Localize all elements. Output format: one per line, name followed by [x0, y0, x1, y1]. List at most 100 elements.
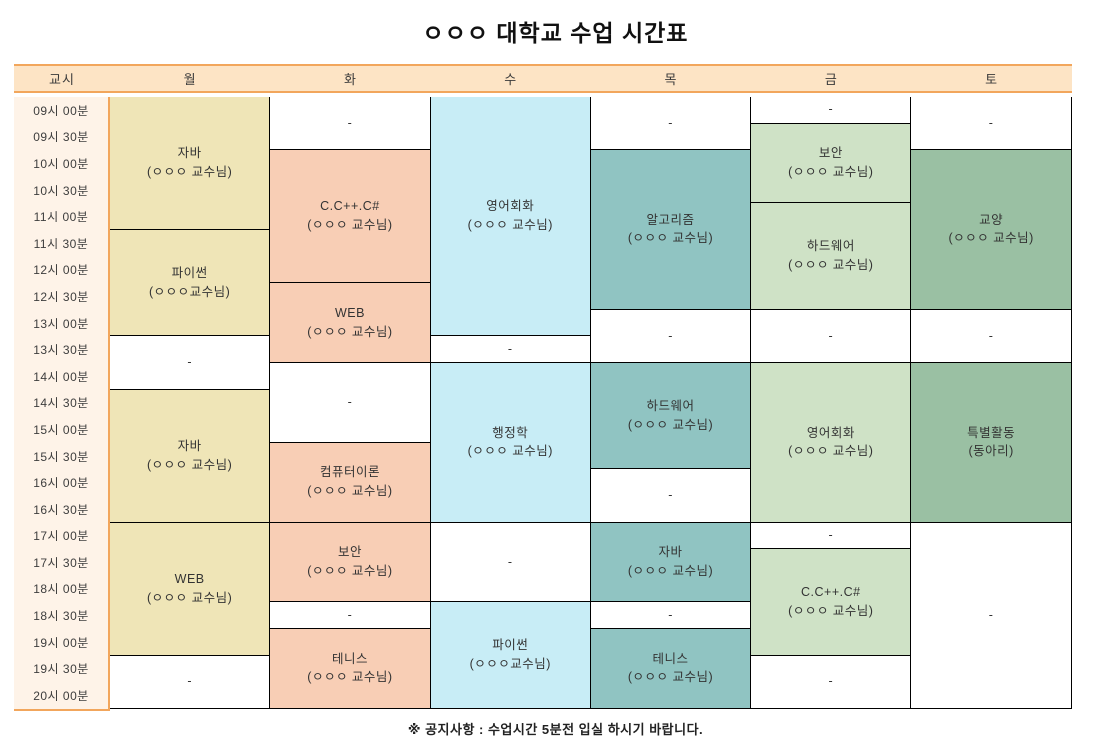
class-cell: WEB (ㅇㅇㅇ 교수님) [270, 283, 431, 363]
timetable-grid: 09시 00분 09시 30분 10시 00분 10시 30분 11시 00분 11시 3… [14, 97, 1072, 711]
empty-cell: - [430, 522, 591, 603]
class-cell: C.C++.C# (ㅇㅇㅇ 교수님) [270, 150, 431, 284]
time-label: 16시 30분 [33, 502, 89, 517]
subject-name: - [507, 554, 513, 569]
subject-name: WEB [174, 571, 205, 586]
class-cell: 보안 (ㅇㅇㅇ 교수님) [270, 522, 431, 603]
professor-name: (ㅇㅇㅇ 교수님) [627, 417, 714, 432]
header-day-수: 수 [504, 72, 518, 87]
subject-name: - [507, 341, 513, 356]
professor-name: (ㅇㅇㅇ 교수님) [627, 670, 714, 685]
class-cell: 교양 (ㅇㅇㅇ 교수님) [911, 150, 1072, 310]
subject-name: 자바 [177, 438, 202, 453]
time-label: 10시 00분 [33, 156, 89, 171]
professor-name: (ㅇㅇㅇ 교수님) [627, 563, 714, 578]
subject-name: 보안 [337, 545, 362, 560]
time-label: 18시 30분 [33, 609, 89, 624]
notice-text: ※ 공지사항 : 수업시간 5분전 입실 하시기 바랍니다. [407, 721, 704, 737]
time-label: 15시 30분 [33, 449, 89, 464]
header-day-목: 목 [664, 72, 678, 87]
class-cell: 보안 (ㅇㅇㅇ 교수님) [751, 123, 912, 204]
subject-name: 보안 [818, 146, 843, 161]
professor-name: (ㅇㅇㅇ 교수님) [948, 231, 1034, 246]
empty-cell: - [110, 336, 271, 390]
empty-cell: - [590, 309, 752, 363]
subject-name: 파이썬 [492, 638, 529, 653]
class-cell: 파이썬 (ㅇㅇㅇ교수님) [430, 602, 591, 709]
empty-cell: - [590, 602, 752, 629]
professor-name: (동아리) [968, 444, 1014, 459]
professor-name: (ㅇㅇㅇ 교수님) [146, 590, 233, 605]
timetable-header-row: 교시 월 화 수 목 금 토 [14, 64, 1072, 93]
time-label: 09시 00분 [33, 103, 89, 118]
empty-cell: - [751, 97, 912, 124]
subject-name: - [347, 115, 353, 130]
professor-name: (ㅇㅇㅇ 교수님) [788, 444, 874, 459]
empty-cell: - [270, 362, 431, 443]
empty-cell: - [911, 522, 1072, 709]
subject-name: - [828, 527, 834, 542]
header-day-월: 월 [183, 72, 197, 87]
time-label: 18시 00분 [33, 582, 89, 597]
empty-cell: - [270, 97, 431, 151]
empty-cell: - [590, 469, 752, 523]
professor-name: (ㅇㅇㅇ 교수님) [146, 457, 233, 472]
professor-name: (ㅇㅇㅇ 교수님) [307, 670, 393, 685]
header-period: 교시 [49, 72, 75, 87]
professor-name: (ㅇㅇㅇ 교수님) [788, 603, 874, 618]
time-label: 11시 00분 [33, 210, 89, 225]
subject-name: 컴퓨터이론 [319, 465, 380, 480]
day-column-목: - 알고리즘 (ㅇㅇㅇ 교수님) - 하드웨어 (ㅇㅇㅇ 교수님) - 자바 (ㅇㅇㅇ 교수님)… [590, 97, 752, 711]
subject-name: - [187, 355, 192, 370]
time-label: 15시 00분 [33, 422, 89, 437]
class-cell: 하드웨어 (ㅇㅇㅇ 교수님) [751, 203, 912, 310]
professor-name: (ㅇㅇㅇ교수님) [148, 284, 231, 299]
professor-name: (ㅇㅇㅇ 교수님) [467, 444, 553, 459]
subject-name: WEB [334, 305, 365, 320]
subject-name: 파이썬 [171, 265, 208, 280]
subject-name: - [187, 674, 192, 689]
empty-cell: - [911, 309, 1072, 363]
subject-name: 교양 [979, 212, 1004, 227]
day-column-금: - 보안 (ㅇㅇㅇ 교수님) 하드웨어 (ㅇㅇㅇ 교수님) - 영어회화 (ㅇㅇㅇ 교수님) -… [751, 97, 912, 711]
class-cell: 테니스 (ㅇㅇㅇ 교수님) [590, 628, 752, 709]
class-cell: 자바 (ㅇㅇㅇ 교수님) [110, 97, 271, 230]
time-label: 17시 00분 [33, 529, 89, 544]
subject-name: - [668, 488, 673, 503]
time-label: 19시 30분 [33, 662, 89, 677]
time-label: 11시 30분 [33, 236, 89, 251]
day-column-화: - C.C++.C# (ㅇㅇㅇ 교수님) WEB (ㅇㅇㅇ 교수님) - 컴퓨터이론 (ㅇㅇㅇ… [270, 97, 431, 711]
time-label: 13시 00분 [33, 316, 89, 331]
day-column-토: - 교양 (ㅇㅇㅇ 교수님) - 특별활동 (동아리) - [911, 97, 1072, 711]
professor-name: (ㅇㅇㅇ교수님) [469, 657, 551, 672]
time-label: 16시 00분 [33, 476, 89, 491]
time-label: 20시 00분 [33, 688, 89, 703]
subject-name: - [988, 115, 994, 130]
subject-name: 테니스 [331, 651, 368, 666]
time-label: 17시 30분 [33, 555, 89, 570]
subject-name: C.C++.C# [801, 585, 861, 600]
subject-name: 알고리즘 [646, 212, 695, 227]
subject-name: - [988, 607, 994, 622]
class-cell: 컴퓨터이론 (ㅇㅇㅇ 교수님) [270, 442, 431, 523]
subject-name: 특별활동 [967, 425, 1016, 440]
subject-name: - [347, 395, 353, 409]
day-column-수: 영어회화 (ㅇㅇㅇ 교수님) - 행정학 (ㅇㅇㅇ 교수님) - 파이썬 (ㅇㅇㅇ교수님) [430, 97, 591, 711]
empty-cell: - [590, 97, 752, 151]
class-cell: 자바 (ㅇㅇㅇ 교수님) [590, 522, 752, 603]
subject-name: 영어회화 [806, 425, 855, 440]
timetable: 교시 월 화 수 목 금 토 09시 00분 09시 30분 10시 00분 10시 30분 11… [14, 64, 1072, 711]
class-cell: 영어회화 (ㅇㅇㅇ 교수님) [430, 97, 591, 337]
time-label: 14시 30분 [33, 396, 89, 411]
professor-name: (ㅇㅇㅇ 교수님) [307, 324, 393, 339]
subject-name: C.C++.C# [320, 199, 380, 214]
empty-cell: - [430, 336, 591, 363]
professor-name: (ㅇㅇㅇ 교수님) [146, 165, 233, 179]
class-cell: 자바 (ㅇㅇㅇ 교수님) [110, 389, 271, 523]
subject-name: - [828, 674, 834, 689]
empty-cell: - [270, 602, 431, 629]
class-cell: 영어회화 (ㅇㅇㅇ 교수님) [751, 362, 912, 523]
empty-cell: - [751, 309, 912, 363]
time-label: 12시 30분 [33, 289, 89, 304]
class-cell: WEB (ㅇㅇㅇ 교수님) [110, 522, 271, 656]
